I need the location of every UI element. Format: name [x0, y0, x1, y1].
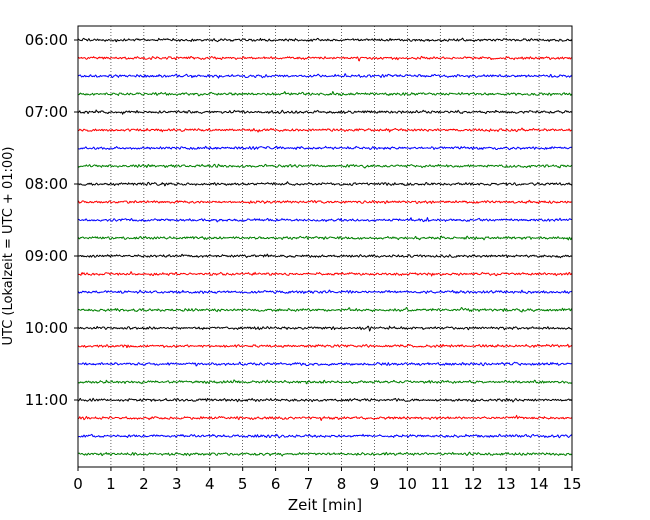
seismic-trace: [77, 163, 573, 169]
plot-frame: [77, 25, 573, 468]
x-tick-label: 15: [562, 475, 581, 493]
seismic-trace: [77, 306, 573, 313]
seismic-trace: [77, 199, 573, 205]
seismic-trace: [77, 127, 573, 133]
x-tick-label: 7: [304, 475, 314, 493]
seismic-trace: [77, 325, 573, 332]
seismic-trace: [77, 451, 573, 457]
x-tick-label: 6: [271, 475, 281, 493]
x-tick-label: 12: [464, 475, 483, 493]
y-tick-label: 06:00: [25, 31, 68, 49]
seismic-trace: [77, 271, 573, 277]
y-tick-label: 07:00: [25, 103, 68, 121]
seismic-trace: [77, 73, 573, 79]
seismic-trace: [77, 55, 573, 62]
grid-lines: [110, 26, 540, 467]
x-tick-label: 2: [139, 475, 149, 493]
y-axis-label: UTC (Lokalzeit = UTC + 01:00): [1, 147, 16, 346]
x-tick-label: 8: [337, 475, 347, 493]
y-tick-label: 10:00: [25, 319, 68, 337]
y-axis-ticks: 06:00 07:00 08:00 09:00 10:00 11:00: [25, 31, 78, 409]
seismic-trace: [77, 90, 573, 97]
x-tick-label: 3: [172, 475, 182, 493]
y-tick-label: 11:00: [25, 391, 68, 409]
seismic-traces: [77, 37, 573, 457]
seismic-trace: [77, 343, 573, 349]
seismic-trace: [77, 397, 573, 403]
x-tick-label: 13: [497, 475, 516, 493]
x-tick-label: 9: [370, 475, 380, 493]
seismic-trace: [77, 217, 573, 223]
seismic-trace: [77, 37, 573, 43]
seismic-trace: [77, 361, 573, 367]
x-tick-label: 4: [205, 475, 215, 493]
seismic-trace: [77, 414, 573, 421]
seismic-trace: [77, 181, 573, 187]
seismic-trace: [77, 433, 573, 439]
x-tick-label: 11: [431, 475, 450, 493]
x-axis-label: Zeit [min]: [288, 496, 362, 514]
y-tick-label: 09:00: [25, 247, 68, 265]
seismic-trace: [77, 253, 573, 259]
x-tick-label: 0: [73, 475, 83, 493]
seismic-trace: [77, 145, 573, 151]
seismic-trace: [77, 109, 573, 115]
x-tick-label: 1: [106, 475, 116, 493]
x-tick-label: 10: [398, 475, 417, 493]
y-tick-label: 08:00: [25, 175, 68, 193]
x-tick-label: 5: [238, 475, 248, 493]
x-tick-label: 14: [530, 475, 549, 493]
seismic-trace: [77, 235, 573, 241]
seismic-trace: [77, 379, 573, 385]
seismic-trace: [77, 289, 573, 294]
x-axis-ticks: 0 1 2 3 4 5 6 7 8 9 10 11 12 13 14 15: [73, 467, 582, 493]
